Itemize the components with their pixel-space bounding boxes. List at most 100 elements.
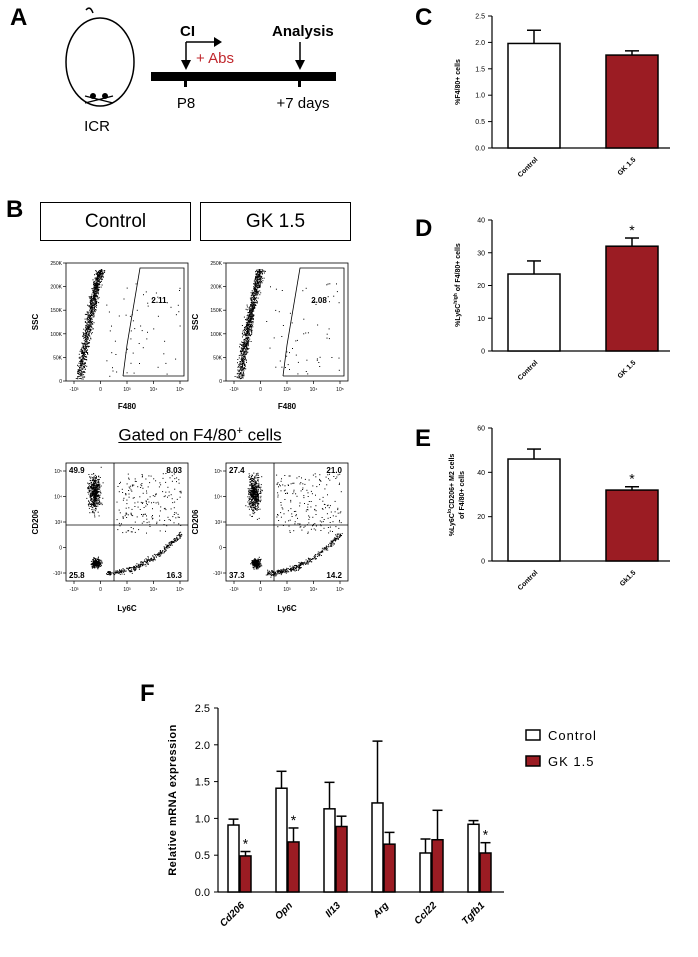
chart-f: 0.0 0.5 1.0 1.5 2.0 2.5 Relative mRNA expressi… xyxy=(167,703,597,929)
mouse-icon xyxy=(65,7,135,107)
x-tick-label: 10⁴ xyxy=(310,587,318,593)
y-tick-label: 20 xyxy=(477,514,485,521)
x-axis-label: F480 xyxy=(118,402,137,411)
y-tick-label: 60 xyxy=(477,426,485,433)
chart-d: 0 10 20 30 40 Control * GK 1.5 %Ly6Chigh of F4/8… xyxy=(453,218,670,382)
y-tick-label: 2.0 xyxy=(475,40,485,47)
y-axis-label-line2: of F4/80+ cells xyxy=(459,471,466,519)
quadrant-ll: 37.3 xyxy=(229,571,245,580)
significance-star: * xyxy=(483,827,489,843)
x-tick-label: 10³ xyxy=(283,387,291,393)
legend-swatch xyxy=(525,755,541,767)
y-tick-label: 0.0 xyxy=(475,146,485,153)
y-axis-label: SSC xyxy=(31,314,40,331)
x-tick-label: 10⁵ xyxy=(336,387,344,393)
bar-gk-1-5 xyxy=(605,245,659,352)
significance-star: * xyxy=(243,836,249,852)
y-tick-label: 250K xyxy=(50,261,62,267)
flow-plot-gk15-ssc: 2.08 250K 200K 150K 100K 50K 0 -10³ 0 10³ 10⁴ 10⁵ F4… xyxy=(191,261,349,411)
gate-polygon xyxy=(282,267,345,377)
y-tick-label: 0.5 xyxy=(475,119,485,126)
mouse-label: ICR xyxy=(84,118,110,135)
x-tick-label: -10³ xyxy=(70,587,79,593)
x-tick-label: Control xyxy=(517,156,540,179)
bar-control xyxy=(507,42,561,149)
header-gk15: GK 1.5 xyxy=(200,202,351,241)
y-tick-label: 1.5 xyxy=(475,66,485,73)
y-tick-label: 200K xyxy=(210,285,222,291)
bar-gk1-5 xyxy=(605,489,659,562)
y-tick-label: 0 xyxy=(219,546,222,552)
x-tick-label: Tgfb1 xyxy=(460,900,487,927)
bar-opn-gk15 xyxy=(287,841,300,893)
bar-arg-control xyxy=(371,802,384,893)
plot-frame xyxy=(225,262,349,382)
quadrant-ur: 21.0 xyxy=(326,466,342,475)
y-axis-label: CD206 xyxy=(31,509,40,534)
scatter-points xyxy=(234,269,340,380)
bar-il13-control xyxy=(323,808,336,893)
y-tick-label: 50K xyxy=(213,355,223,361)
legend-label: Control xyxy=(548,728,597,743)
x-axis-label: Ly6C xyxy=(277,604,296,613)
y-tick-label: 10⁵ xyxy=(54,469,62,475)
y-tick-label: 2.5 xyxy=(195,703,210,715)
y-tick-label: 2.0 xyxy=(195,740,210,752)
x-tick-label: Opn xyxy=(273,900,295,922)
gate-value: 2.11 xyxy=(151,296,167,305)
y-tick-label: 10⁵ xyxy=(214,469,222,475)
gate-caption-main: Gated on F4/80 xyxy=(118,425,237,445)
x-tick-label: 0 xyxy=(99,587,102,593)
y-tick-label: 0 xyxy=(219,379,222,385)
quadrant-ul: 27.4 xyxy=(229,466,245,475)
y-tick-label: -10³ xyxy=(53,571,62,577)
y-tick-label: 100K xyxy=(50,332,62,338)
y-tick-label: 10⁴ xyxy=(214,495,222,501)
y-axis-label: Relative mRNA expression xyxy=(167,724,179,876)
gate-polygon xyxy=(122,267,185,377)
y-tick-label: 10³ xyxy=(215,520,223,526)
y-tick-label: 1.5 xyxy=(195,777,210,789)
x-tick-label: 0 xyxy=(99,387,102,393)
y-axis-label-line1: %Ly6CloCD206+ M2 cells xyxy=(447,454,456,537)
x-tick-label: -10³ xyxy=(230,587,239,593)
x-tick-label: Il13 xyxy=(324,900,344,920)
y-tick-label: 10 xyxy=(477,316,485,323)
bar-ccl22-gk15 xyxy=(431,838,444,893)
bar-tgfb1-control xyxy=(467,823,480,893)
x-tick-label: 10³ xyxy=(123,587,131,593)
quadrant-ll: 25.8 xyxy=(69,571,85,580)
quadrant-lr: 16.3 xyxy=(166,571,182,580)
y-tick-label: 0 xyxy=(481,559,485,566)
plot-frame xyxy=(65,462,189,582)
quadrant-ul: 49.9 xyxy=(69,466,85,475)
bar-gk-1-5 xyxy=(605,54,659,149)
panel-letter-b: B xyxy=(6,196,24,223)
bar-il13-gk15 xyxy=(335,825,348,893)
scatter-points xyxy=(86,466,183,576)
x-tick-label: 10⁴ xyxy=(150,387,158,393)
y-tick-label: 100K xyxy=(210,332,222,338)
bar-opn-control xyxy=(275,787,288,893)
y-tick-label: 40 xyxy=(477,470,485,477)
x-tick-label: 10⁴ xyxy=(310,387,318,393)
y-tick-label: 2.5 xyxy=(475,14,485,21)
x-tick-label: 10⁵ xyxy=(336,587,344,593)
chart-e: 0 20 40 60 Control * Gk1.5 %Ly6CloCD206+ M2 cel… xyxy=(447,426,670,592)
gate-caption: Gated on F4/80+ cells xyxy=(0,425,400,446)
flow-plot-gk15-quadrant: 27.4 21.0 37.3 14.2 10⁵ 10⁴ 10³ 0 -10³ -10³ 0 10³ 10… xyxy=(191,462,349,613)
y-tick-label: 0.5 xyxy=(195,850,210,862)
bar-tgfb1-gk15 xyxy=(479,852,492,893)
gate-caption-sup: + xyxy=(236,425,243,437)
plot-frame xyxy=(225,462,349,582)
y-tick-label: 150K xyxy=(50,308,62,314)
y-axis-label: CD206 xyxy=(191,509,200,534)
y-tick-label: 200K xyxy=(50,285,62,291)
x-tick-label: 0 xyxy=(259,387,262,393)
bar-cd206-control xyxy=(227,824,240,893)
y-tick-label: 150K xyxy=(210,308,222,314)
analysis-label: Analysis xyxy=(272,23,334,40)
y-axis-label: %Ly6Chigh of F4/80+ cells xyxy=(453,243,462,327)
x-tick-label: 10⁵ xyxy=(176,387,184,393)
significance-star: * xyxy=(629,222,635,238)
